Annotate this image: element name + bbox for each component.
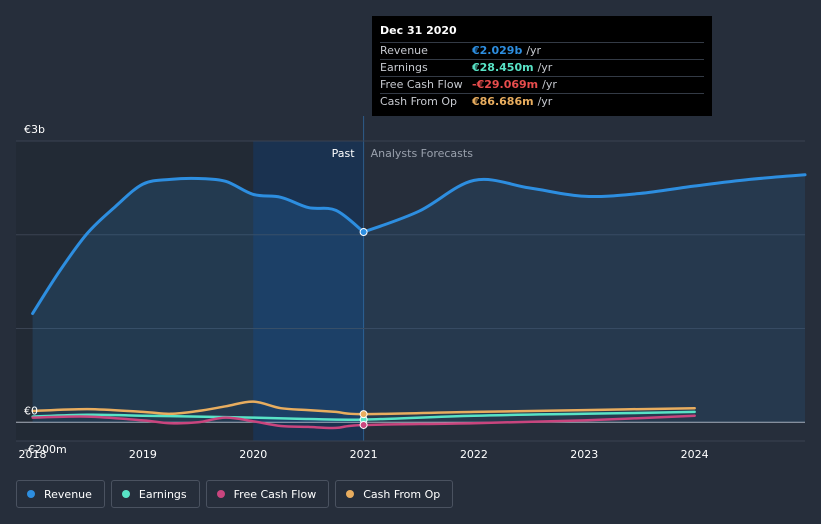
- legend-item-earnings[interactable]: Earnings: [110, 480, 200, 508]
- tooltip-unit: /yr: [526, 44, 542, 57]
- series-area-revenue-forecast: [363, 174, 805, 423]
- series-area-revenue: [32, 178, 364, 423]
- legend-label: Earnings: [138, 487, 187, 501]
- series-line-free-cash-flow: [31, 414, 696, 430]
- tooltip-unit: /yr: [537, 61, 553, 74]
- x-tick-label: 2023: [570, 448, 598, 461]
- x-tick-label: 2021: [350, 448, 378, 461]
- tooltip-value: €2.029b: [472, 44, 523, 57]
- x-tick-label: 2019: [129, 448, 157, 461]
- y-tick-label: -€200m: [24, 443, 67, 456]
- past-highlight-band: [253, 141, 364, 441]
- x-tick-label: 2024: [681, 448, 709, 461]
- series-line-revenue-forecast: [362, 173, 807, 234]
- tooltip: Dec 31 2020 Revenue €2.029b /yr Earnings…: [372, 16, 712, 116]
- tooltip-row-earnings: Earnings €28.450m /yr: [380, 59, 704, 76]
- series-line-cash-from-op: [31, 400, 696, 416]
- legend-dot-icon: [346, 490, 355, 498]
- legend-label: Free Cash Flow: [233, 487, 317, 501]
- y-tick-label: €3b: [24, 123, 45, 136]
- highlight-point-free-cash-flow: [359, 420, 368, 429]
- tooltip-row-cash-from-op: Cash From Op €86.686m /yr: [380, 93, 704, 110]
- legend-dot-icon: [121, 490, 130, 498]
- past-label: Past: [332, 147, 356, 160]
- series-line-earnings: [31, 410, 696, 422]
- tooltip-label: Revenue: [380, 44, 428, 57]
- tooltip-unit: /yr: [537, 95, 553, 108]
- legend: Revenue Earnings Free Cash Flow Cash Fro…: [16, 480, 454, 508]
- legend-item-revenue[interactable]: Revenue: [16, 480, 105, 508]
- x-tick-label: 2022: [460, 448, 488, 461]
- tooltip-value: -€29.069m: [472, 78, 539, 91]
- tooltip-row-free-cash-flow: Free Cash Flow -€29.069m /yr: [380, 76, 704, 93]
- tooltip-value: €28.450m: [472, 61, 534, 74]
- legend-item-free-cash-flow[interactable]: Free Cash Flow: [205, 480, 330, 508]
- tooltip-row-revenue: Revenue €2.029b /yr: [380, 42, 704, 59]
- tooltip-label: Cash From Op: [380, 95, 458, 108]
- legend-item-cash-from-op[interactable]: Cash From Op: [335, 480, 454, 508]
- highlight-point-cash-from-op: [359, 410, 368, 419]
- legend-label: Cash From Op: [363, 487, 441, 501]
- tooltip-label: Earnings: [380, 61, 428, 74]
- tooltip-value: €86.686m: [472, 95, 534, 108]
- series-line-revenue: [31, 176, 366, 315]
- x-tick-label: 2018: [19, 448, 47, 461]
- tooltip-date: Dec 31 2020: [380, 24, 457, 37]
- highlight-point-revenue: [359, 228, 368, 237]
- legend-dot-icon: [216, 490, 225, 498]
- tooltip-label: Free Cash Flow: [380, 78, 463, 91]
- tooltip-unit: /yr: [542, 78, 557, 91]
- legend-dot-icon: [27, 490, 35, 498]
- legend-label: Revenue: [44, 487, 92, 501]
- y-tick-label: €0: [24, 404, 38, 417]
- forecast-label: Analysts Forecasts: [371, 147, 474, 160]
- x-tick-label: 2020: [239, 448, 267, 461]
